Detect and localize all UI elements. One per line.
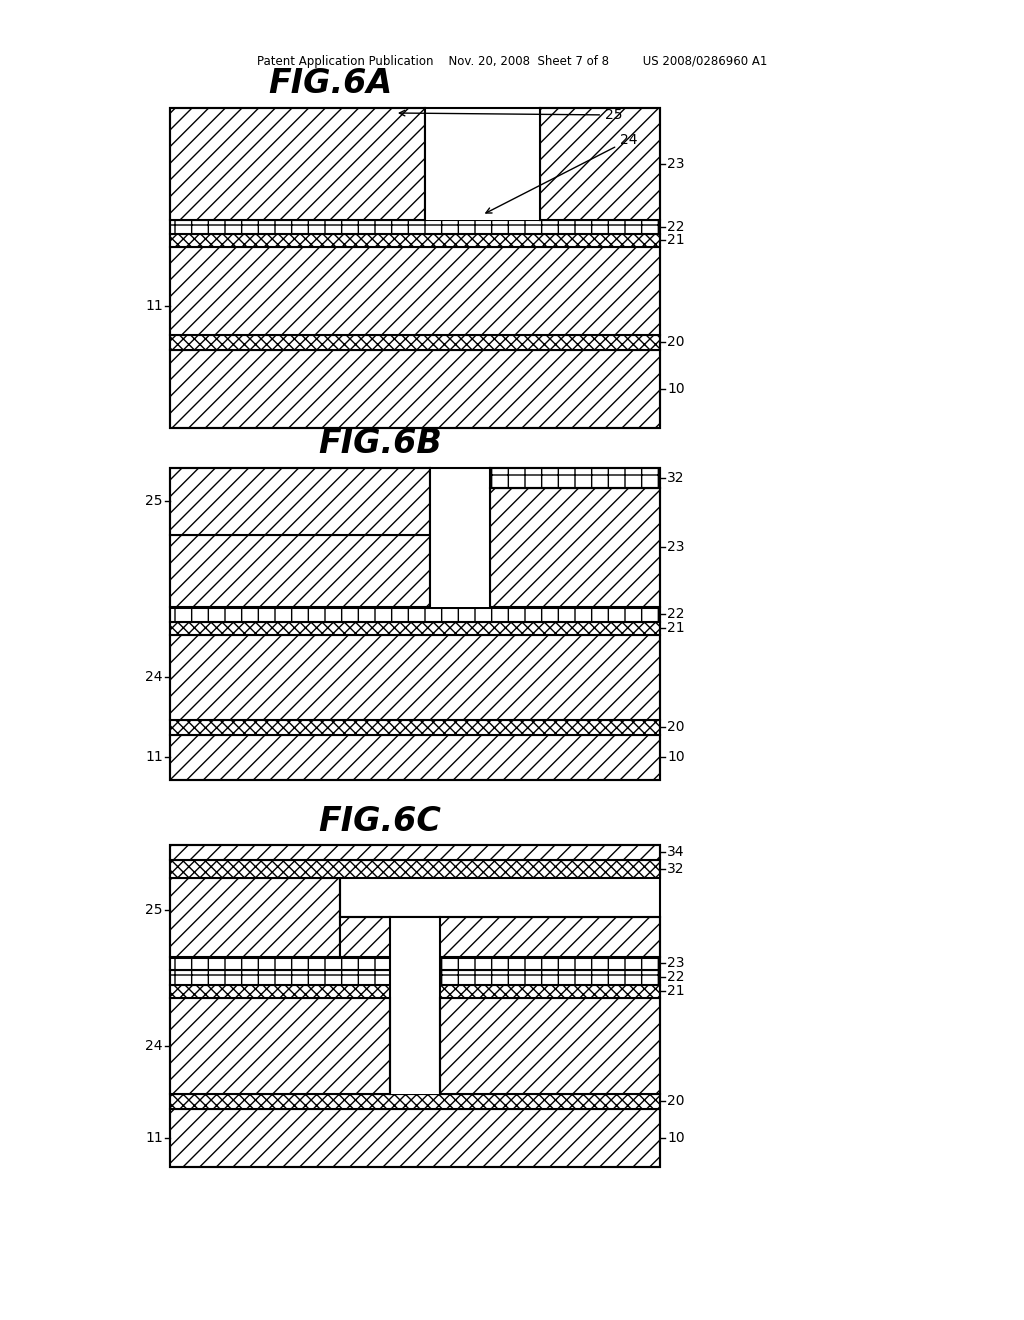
Text: 25: 25 (399, 108, 623, 121)
Bar (170, 878, 340, 957)
Text: 24: 24 (485, 133, 638, 213)
Bar (170, 335, 660, 350)
Bar (170, 635, 660, 719)
Bar (390, 917, 440, 957)
Bar (170, 622, 660, 635)
Bar (170, 845, 660, 861)
Bar (170, 247, 660, 335)
Text: 20: 20 (667, 1094, 684, 1107)
Bar (170, 970, 660, 985)
Text: 11: 11 (145, 300, 163, 313)
Text: 10: 10 (667, 750, 685, 764)
Bar (170, 1109, 660, 1167)
Bar (170, 535, 430, 607)
Bar (170, 845, 660, 1167)
Bar (170, 108, 660, 428)
Bar (170, 1094, 660, 1109)
Text: 21: 21 (667, 234, 685, 247)
Bar (170, 998, 660, 1094)
Text: 24: 24 (145, 671, 163, 684)
Bar (170, 350, 660, 428)
Text: 20: 20 (667, 335, 684, 348)
Text: 25: 25 (145, 903, 163, 916)
Text: FIG.6B: FIG.6B (318, 426, 442, 459)
Bar (170, 108, 425, 220)
Bar (340, 917, 660, 957)
Text: 22: 22 (667, 970, 684, 983)
Bar (170, 719, 660, 735)
Bar (170, 220, 660, 234)
Bar (390, 998, 440, 1094)
Text: 11: 11 (145, 1131, 163, 1144)
Text: 23: 23 (667, 540, 684, 554)
Bar (170, 607, 660, 622)
Bar (390, 985, 440, 998)
Bar (170, 985, 660, 998)
Bar (390, 957, 440, 970)
Bar (170, 234, 660, 247)
Text: 22: 22 (667, 607, 684, 620)
Bar (390, 970, 440, 985)
Text: 22: 22 (667, 220, 684, 234)
Text: 32: 32 (667, 862, 684, 876)
Text: 23: 23 (667, 157, 684, 172)
Bar (170, 469, 430, 535)
Text: 11: 11 (145, 750, 163, 764)
Text: FIG.6A: FIG.6A (268, 67, 392, 100)
Text: 25: 25 (145, 494, 163, 508)
Bar (430, 469, 490, 607)
Bar (170, 957, 660, 970)
Text: Patent Application Publication    Nov. 20, 2008  Sheet 7 of 8         US 2008/02: Patent Application Publication Nov. 20, … (257, 55, 767, 69)
Text: 20: 20 (667, 719, 684, 734)
Text: 32: 32 (667, 471, 684, 484)
Text: 10: 10 (667, 1131, 685, 1144)
Text: 21: 21 (667, 620, 685, 635)
Text: 34: 34 (667, 845, 684, 859)
Bar (425, 108, 540, 220)
Bar (170, 735, 660, 780)
Bar (540, 108, 660, 220)
Text: 21: 21 (667, 983, 685, 998)
Bar (170, 861, 660, 878)
Text: 24: 24 (145, 1039, 163, 1053)
Bar (490, 469, 660, 488)
Bar (170, 469, 660, 780)
Text: 23: 23 (667, 956, 684, 970)
Text: 10: 10 (667, 381, 685, 396)
Text: FIG.6C: FIG.6C (318, 805, 441, 838)
Bar (490, 488, 660, 607)
